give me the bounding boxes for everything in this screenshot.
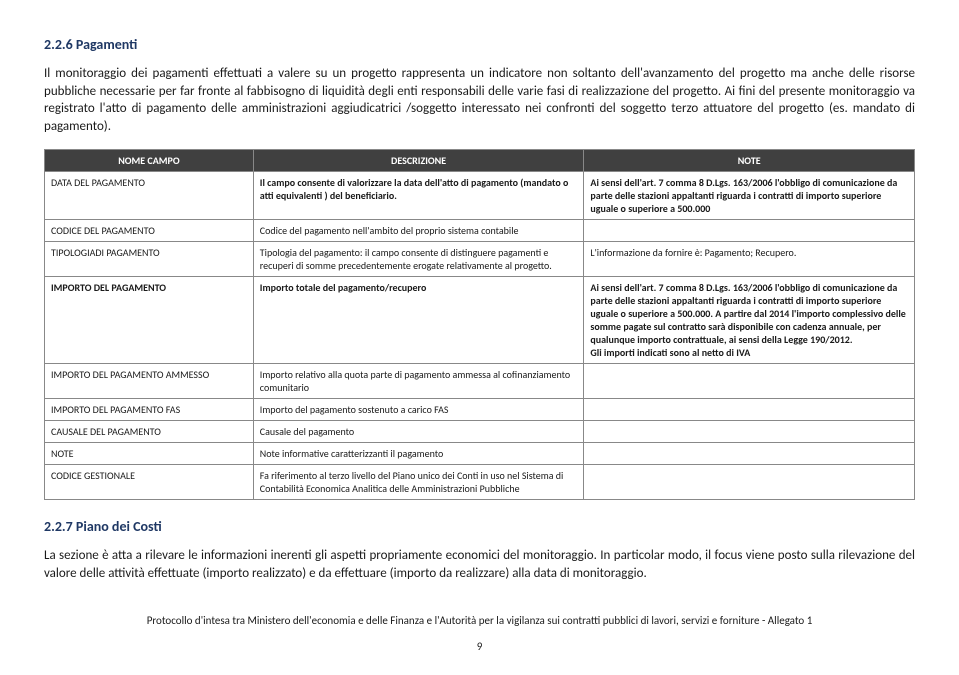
cell-nome-campo: TIPOLOGIADI PAGAMENTO: [45, 242, 254, 277]
section-paragraph-pagamenti: Il monitoraggio dei pagamenti effettuati…: [44, 65, 915, 135]
cell-nome-campo: IMPORTO DEL PAGAMENTO: [45, 277, 254, 364]
cell-note: [584, 443, 915, 465]
cell-nome-campo: CAUSALE DEL PAGAMENTO: [45, 421, 254, 443]
page-footer: Protocollo d'intesa tra Ministero dell'e…: [44, 612, 915, 655]
cell-nome-campo: CODICE GESTIONALE: [45, 465, 254, 500]
cell-nome-campo: IMPORTO DEL PAGAMENTO FAS: [45, 399, 254, 421]
cell-note: Ai sensi dell'art. 7 comma 8 D.Lgs. 163/…: [584, 277, 915, 364]
cell-descrizione: Importo del pagamento sostenuto a carico…: [253, 399, 584, 421]
section-paragraph-piano-costi: La sezione è atta a rilevare le informaz…: [44, 547, 915, 582]
table-row: CAUSALE DEL PAGAMENTOCausale del pagamen…: [45, 421, 915, 443]
cell-note: [584, 220, 915, 242]
header-note: NOTE: [584, 150, 915, 172]
cell-descrizione: Importo totale del pagamento/recupero: [253, 277, 584, 364]
table-row: CODICE DEL PAGAMENTOCodice del pagamento…: [45, 220, 915, 242]
table-row: IMPORTO DEL PAGAMENTO AMMESSOImporto rel…: [45, 364, 915, 399]
pagamenti-table: NOME CAMPO DESCRIZIONE NOTE DATA DEL PAG…: [44, 149, 915, 500]
table-row: CODICE GESTIONALEFa riferimento al terzo…: [45, 465, 915, 500]
cell-note: L'informazione da fornire è: Pagamento; …: [584, 242, 915, 277]
cell-nome-campo: IMPORTO DEL PAGAMENTO AMMESSO: [45, 364, 254, 399]
cell-note: [584, 364, 915, 399]
cell-nome-campo: NOTE: [45, 443, 254, 465]
cell-nome-campo: DATA DEL PAGAMENTO: [45, 172, 254, 220]
cell-note: Ai sensi dell'art. 7 comma 8 D.Lgs. 163/…: [584, 172, 915, 220]
cell-descrizione: Causale del pagamento: [253, 421, 584, 443]
cell-descrizione: Fa riferimento al terzo livello del Pian…: [253, 465, 584, 500]
table-header-row: NOME CAMPO DESCRIZIONE NOTE: [45, 150, 915, 172]
cell-descrizione: Tipologia del pagamento: il campo consen…: [253, 242, 584, 277]
cell-descrizione: Importo relativo alla quota parte di pag…: [253, 364, 584, 399]
table-row: NOTENote informative caratterizzanti il …: [45, 443, 915, 465]
header-descrizione: DESCRIZIONE: [253, 150, 584, 172]
cell-note: [584, 399, 915, 421]
page-number: 9: [44, 638, 915, 656]
section-title-piano-costi: 2.2.7 Piano dei Costi: [44, 518, 915, 535]
table-row: IMPORTO DEL PAGAMENTOImporto totale del …: [45, 277, 915, 364]
table-row: IMPORTO DEL PAGAMENTO FASImporto del pag…: [45, 399, 915, 421]
cell-descrizione: Codice del pagamento nell'ambito del pro…: [253, 220, 584, 242]
table-row: TIPOLOGIADI PAGAMENTOTipologia del pagam…: [45, 242, 915, 277]
cell-note: [584, 421, 915, 443]
cell-note: [584, 465, 915, 500]
cell-nome-campo: CODICE DEL PAGAMENTO: [45, 220, 254, 242]
footer-line: Protocollo d'intesa tra Ministero dell'e…: [44, 612, 915, 630]
cell-descrizione: Il campo consente di valorizzare la data…: [253, 172, 584, 220]
cell-descrizione: Note informative caratterizzanti il paga…: [253, 443, 584, 465]
section-title-pagamenti: 2.2.6 Pagamenti: [44, 36, 915, 53]
table-row: DATA DEL PAGAMENTOIl campo consente di v…: [45, 172, 915, 220]
header-nome-campo: NOME CAMPO: [45, 150, 254, 172]
